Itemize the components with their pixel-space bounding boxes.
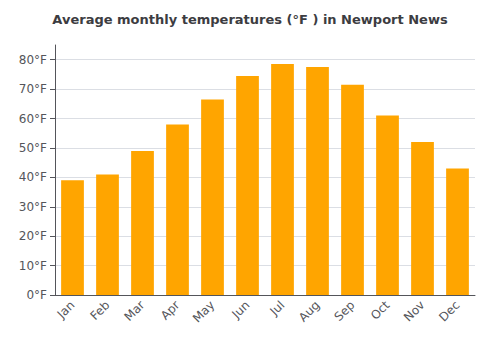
svg-text:10°F: 10°F (19, 259, 47, 273)
svg-text:Jan: Jan (54, 298, 78, 322)
svg-text:Mar: Mar (122, 298, 148, 324)
svg-text:May: May (190, 298, 217, 325)
svg-text:20°F: 20°F (19, 229, 47, 243)
svg-text:Jun: Jun (229, 298, 253, 322)
svg-text:40°F: 40°F (19, 170, 47, 184)
svg-text:Jul: Jul (267, 298, 288, 319)
svg-text:Average monthly temperatures (: Average monthly temperatures (°F ) in Ne… (52, 12, 448, 27)
svg-text:Dec: Dec (436, 298, 462, 324)
svg-text:Nov: Nov (401, 298, 427, 324)
svg-text:60°F: 60°F (19, 112, 47, 126)
svg-text:50°F: 50°F (19, 141, 47, 155)
svg-text:Aug: Aug (296, 298, 322, 324)
svg-text:70°F: 70°F (19, 82, 47, 96)
svg-text:Apr: Apr (158, 298, 183, 323)
svg-text:30°F: 30°F (19, 200, 47, 214)
svg-text:0°F: 0°F (26, 288, 47, 302)
svg-text:Feb: Feb (88, 298, 113, 323)
svg-text:Sep: Sep (332, 298, 358, 324)
svg-text:Oct: Oct (368, 298, 393, 323)
svg-text:80°F: 80°F (19, 53, 47, 67)
